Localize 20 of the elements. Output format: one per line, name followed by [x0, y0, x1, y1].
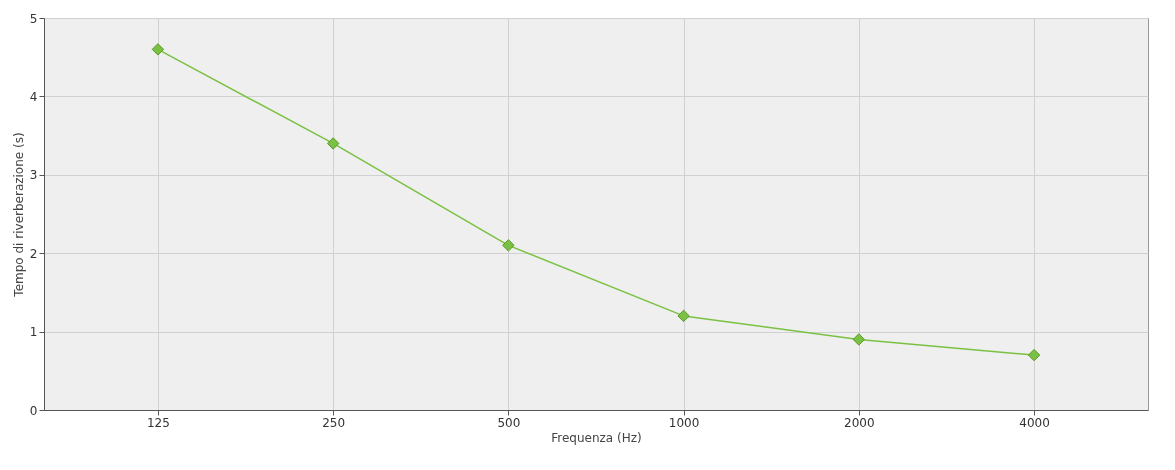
x-tick-label: 2000: [844, 415, 875, 430]
point: [502, 239, 515, 252]
y-tick-label: 1: [29, 325, 38, 340]
point: [677, 309, 690, 323]
x-tick-label: 4000: [1019, 415, 1050, 430]
x-tick-label: 1000: [668, 415, 700, 430]
x-tick-label: 500: [497, 415, 521, 430]
y-tick-label: 0: [29, 403, 38, 418]
y-tick-label: 4: [29, 89, 38, 104]
point: [151, 43, 165, 56]
point: [326, 137, 340, 150]
x-tick-label: 125: [146, 415, 170, 430]
x-tick-label: 250: [322, 415, 346, 430]
y-tick-label: 5: [29, 11, 38, 26]
y-axis-title: Tempo di riverberazione (s): [11, 132, 26, 298]
y-tick-label: 2: [29, 246, 38, 261]
point: [852, 333, 866, 346]
x-axis-title: Frequenza (Hz): [551, 430, 642, 445]
point: [1027, 348, 1041, 362]
y-tick-label: 3: [29, 168, 38, 183]
